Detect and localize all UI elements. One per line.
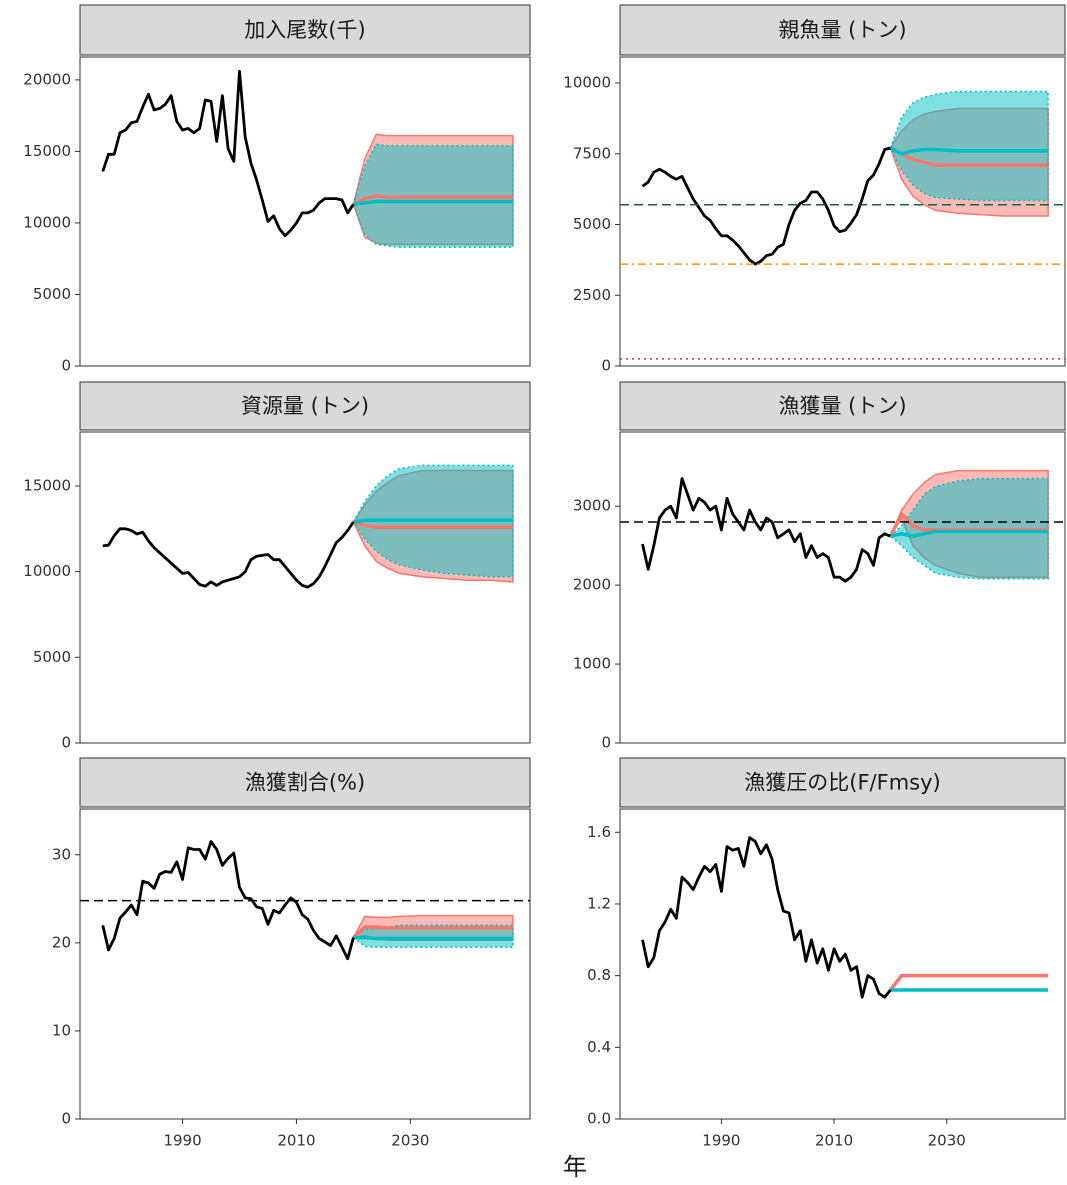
panel-title: 漁獲圧の比(F/Fmsy) [744, 771, 940, 795]
x-tick-label: 2030 [928, 1132, 966, 1150]
strip [619, 381, 1066, 431]
projection-median [889, 146, 1049, 167]
y-tick-label: 15000 [23, 476, 71, 494]
x-tick-label: 1990 [702, 1132, 740, 1150]
history-line [641, 836, 892, 999]
history-line [102, 521, 355, 589]
y-tick-label: 0 [601, 734, 611, 752]
panel-frame [619, 56, 1066, 367]
y-tick-label: 20 [52, 933, 71, 951]
y-tick-label: 0 [61, 734, 71, 752]
history-line [101, 69, 355, 238]
panel-title: 資源量 (トン) [241, 394, 369, 418]
projection-median [352, 520, 513, 529]
panel-frame [79, 56, 531, 367]
y-tick-label: 5000 [573, 215, 611, 233]
projection-median [890, 529, 1049, 538]
projection-band [352, 924, 514, 949]
y-tick-label: 5000 [33, 285, 71, 303]
x-axis-title: 年 [563, 1153, 587, 1181]
y-tick-label: 0 [61, 1110, 71, 1128]
y-tick-label: 0 [601, 357, 611, 375]
y-tick-label: 10000 [23, 213, 71, 231]
strip [619, 4, 1066, 56]
panel-frame [619, 431, 1066, 744]
panel-title: 漁獲割合(%) [245, 771, 365, 795]
y-tick-label: 1.6 [587, 823, 611, 841]
y-tick-label: 10000 [23, 562, 71, 580]
history-line [641, 146, 891, 266]
y-tick-label: 15000 [23, 142, 71, 160]
strip [79, 4, 531, 56]
y-tick-label: 0 [61, 357, 71, 375]
history-line [641, 477, 891, 583]
plot-area [641, 836, 1049, 999]
y-tick-label: 10 [52, 1021, 71, 1039]
panel-frame [619, 808, 1066, 1120]
y-tick-label: 1000 [573, 655, 611, 673]
y-tick-label: 20000 [23, 70, 71, 88]
y-tick-label: 1.2 [587, 894, 611, 912]
panel-title: 親魚量 (トン) [778, 18, 906, 42]
projection-median [353, 935, 513, 941]
plot-area [101, 69, 514, 249]
y-tick-label: 0.0 [587, 1110, 611, 1128]
panel-frame [79, 431, 531, 744]
y-tick-label: 0.8 [587, 966, 611, 984]
panel-title: 加入尾数(千) [244, 18, 365, 42]
projection-median [352, 194, 513, 206]
y-tick-label: 10000 [563, 74, 611, 92]
y-tick-label: 0.4 [587, 1038, 611, 1056]
y-tick-label: 2000 [573, 576, 611, 594]
x-tick-label: 2030 [391, 1132, 429, 1150]
projection-median [353, 199, 513, 207]
projection-median [889, 973, 1049, 992]
plot-area [102, 464, 514, 589]
x-tick-label: 2010 [277, 1132, 315, 1150]
plot-area [620, 90, 1065, 360]
projection-median [353, 518, 513, 524]
panel-title: 漁獲量 (トン) [778, 394, 906, 418]
projection-median [889, 146, 1049, 156]
strip [79, 757, 531, 808]
projection-band [889, 90, 1049, 202]
y-tick-label: 7500 [573, 144, 611, 162]
x-tick-label: 1990 [163, 1132, 201, 1150]
strip [619, 757, 1066, 808]
plot-area [620, 469, 1065, 583]
y-tick-label: 2500 [573, 286, 611, 304]
plot-area [80, 840, 530, 961]
y-tick-label: 5000 [33, 648, 71, 666]
x-tick-label: 2010 [815, 1132, 853, 1150]
strip [79, 381, 531, 431]
y-tick-label: 3000 [573, 497, 611, 515]
history-line [101, 840, 355, 961]
y-tick-label: 30 [52, 845, 71, 863]
panel-frame [79, 808, 531, 1120]
projection-median [352, 925, 513, 939]
